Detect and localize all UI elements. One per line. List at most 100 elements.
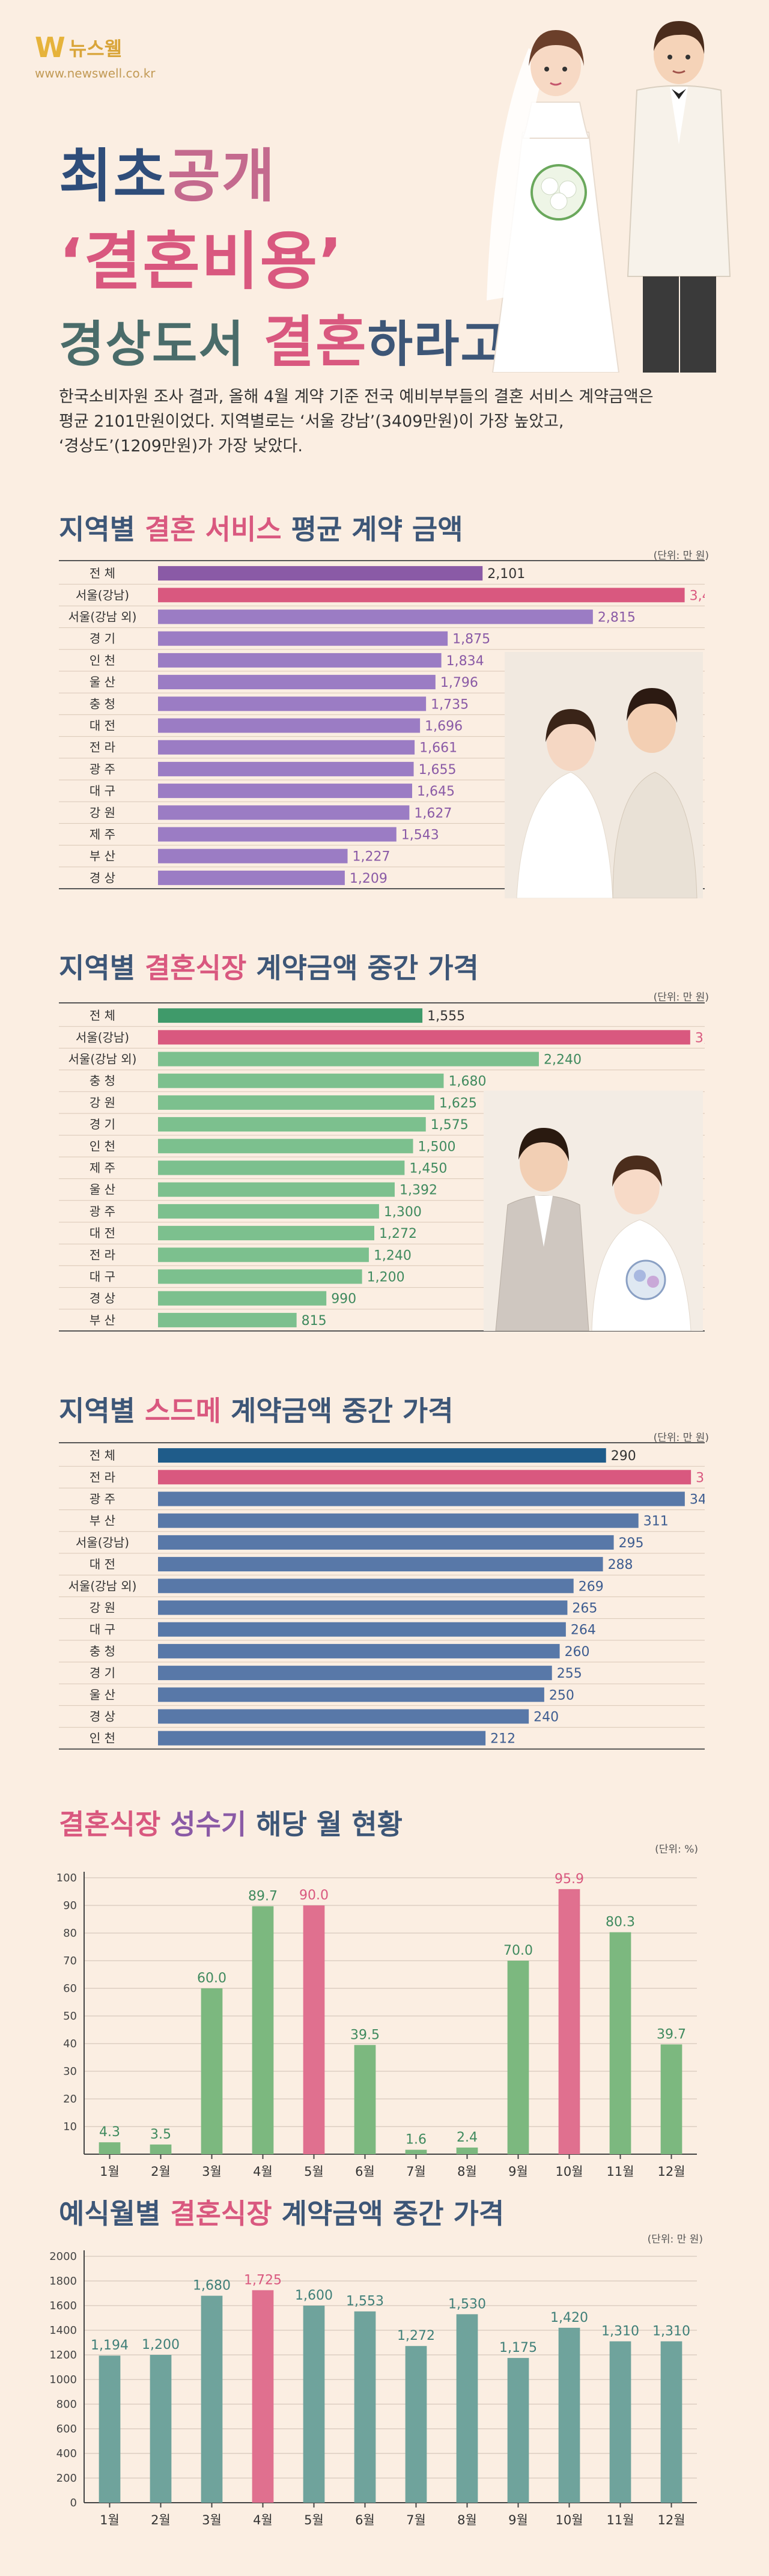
value-label: 1,530 [448, 2297, 486, 2312]
category-label: 충 청 [90, 1644, 115, 1658]
bar [158, 784, 412, 799]
y-tick-label: 50 [63, 2010, 77, 2023]
value-label: 1,575 [431, 1118, 469, 1133]
logo-name: 뉴스웰 [68, 37, 123, 60]
x-tick-label: 9월 [508, 2513, 528, 2527]
x-tick-label: 3월 [202, 2513, 222, 2527]
value-label: 1,796 [440, 675, 478, 690]
x-tick-label: 11월 [606, 2164, 634, 2179]
section-title-venue-by-month: 예식월별 결혼식장 계약금액 중간 가격 [59, 2197, 505, 2230]
y-tick-label: 200 [56, 2472, 77, 2485]
y-tick-label: 0 [70, 2497, 77, 2509]
bar [456, 2147, 478, 2154]
value-label: 1,645 [417, 784, 455, 799]
category-label: 전 체 [90, 1008, 115, 1023]
bar [158, 1052, 539, 1067]
category-label: 강 원 [90, 1601, 115, 1615]
value-label: 1,300 [384, 1205, 422, 1220]
value-label: 1,834 [446, 654, 484, 669]
x-tick-label: 6월 [355, 2164, 375, 2179]
category-label: 서울(강남 외) [68, 610, 137, 624]
logo-mark: W [35, 31, 65, 64]
x-tick-label: 7월 [406, 2164, 426, 2179]
category-label: 인 천 [90, 653, 115, 668]
category-label: 경 상 [90, 1710, 115, 1724]
bar [158, 1579, 574, 1594]
bar [354, 2045, 376, 2154]
category-label: 전 라 [90, 1247, 115, 1262]
category-label: 부 산 [90, 1313, 115, 1327]
value-label: 1,227 [353, 850, 391, 865]
category-label: 경 상 [90, 871, 115, 885]
value-label: 990 [331, 1292, 356, 1307]
brand-logo[interactable]: W 뉴스웰 www.newswell.co.kr [35, 31, 156, 81]
category-label: 대 구 [90, 784, 115, 798]
bar [158, 1269, 362, 1284]
value-label: 1,735 [431, 697, 469, 712]
value-label: 80.3 [606, 1915, 635, 1930]
bar [252, 2290, 274, 2503]
x-tick-label: 2월 [151, 2513, 171, 2527]
bar [158, 848, 348, 863]
value-label: 1,450 [409, 1162, 447, 1177]
couple-photo-1 [505, 652, 703, 898]
x-tick-label: 12월 [657, 2164, 685, 2179]
category-label: 울 산 [90, 1183, 115, 1197]
x-tick-label: 1월 [100, 2513, 120, 2527]
chart-venue-by-region: 전 체 1,555 서울(강남) 3,130 서울(강남 외) 2,240 충 청 1,680… [59, 1002, 705, 1332]
value-label: 2,815 [598, 611, 636, 626]
value-label: 1,725 [244, 2273, 282, 2288]
value-label: 1,200 [367, 1270, 405, 1285]
title-line-2: ‘결혼비용’ [59, 225, 344, 298]
bar [405, 2149, 427, 2154]
x-tick-label: 10월 [555, 2513, 583, 2527]
category-label: 서울(강남 외) [68, 1052, 137, 1067]
bar [158, 1470, 691, 1485]
section-title-sdm: 지역별 스드메 계약금액 중간 가격 [59, 1395, 454, 1427]
category-label: 강 원 [90, 805, 115, 820]
value-label: 1.6 [406, 2133, 427, 2148]
category-label: 경 기 [90, 1117, 115, 1131]
bar [252, 1906, 274, 2154]
value-label: 2.4 [457, 2130, 478, 2145]
bar [158, 740, 415, 755]
bar [158, 653, 442, 668]
value-label: 1,553 [346, 2294, 384, 2309]
x-tick-label: 5월 [304, 2513, 324, 2527]
x-tick-label: 9월 [508, 2164, 528, 2179]
category-label: 충 청 [90, 696, 115, 711]
y-tick-label: 40 [63, 2038, 77, 2050]
bar [158, 1643, 560, 1658]
bar [150, 2355, 172, 2503]
category-label: 부 산 [90, 1514, 115, 1528]
section-title-peak-season: 결혼식장 성수기 해당 월 현황 [59, 1808, 403, 1841]
x-tick-label: 8월 [457, 2164, 477, 2179]
value-label: 1,655 [419, 763, 457, 778]
category-label: 대 구 [90, 1622, 115, 1637]
value-label: 240 [533, 1710, 559, 1725]
bar [660, 2341, 682, 2503]
x-tick-label: 12월 [657, 2513, 685, 2527]
value-label: 288 [608, 1557, 633, 1573]
value-label: 1,310 [601, 2324, 639, 2339]
y-tick-label: 800 [56, 2398, 77, 2411]
unit-label: (단위: 만 원) [653, 991, 709, 1003]
value-label: 4.3 [99, 2125, 120, 2140]
y-tick-label: 600 [56, 2423, 77, 2435]
value-label: 815 [302, 1314, 327, 1329]
bar [558, 1889, 580, 2154]
bar [158, 1139, 413, 1154]
y-tick-label: 2000 [49, 2250, 77, 2263]
category-label: 경 기 [90, 1666, 115, 1680]
logo-url: www.newswell.co.kr [35, 66, 156, 81]
bar [158, 1008, 423, 1023]
bar [158, 588, 685, 603]
value-label: 1,209 [350, 871, 388, 886]
y-tick-label: 70 [63, 1955, 77, 1967]
couple-photo-2 [484, 1091, 703, 1331]
category-label: 전 체 [90, 566, 115, 580]
bar [558, 2327, 580, 2503]
category-label: 경 상 [90, 1291, 115, 1306]
bar [158, 1095, 434, 1110]
category-label: 서울(강남) [76, 1535, 129, 1550]
